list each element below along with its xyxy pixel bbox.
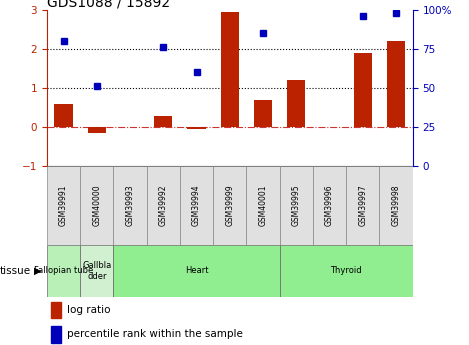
Text: GSM39996: GSM39996: [325, 185, 334, 226]
Bar: [180, 166, 213, 245]
Bar: [147, 166, 180, 245]
Bar: [80, 166, 113, 245]
Bar: [354, 53, 372, 127]
Text: GSM39993: GSM39993: [126, 185, 135, 226]
Text: percentile rank within the sample: percentile rank within the sample: [67, 329, 243, 339]
Text: GSM39991: GSM39991: [59, 185, 68, 226]
Text: Fallopian tube: Fallopian tube: [34, 266, 93, 275]
Bar: [80, 245, 113, 297]
Bar: [51, 302, 61, 318]
Text: GSM39994: GSM39994: [192, 185, 201, 226]
Text: GSM40000: GSM40000: [92, 185, 101, 226]
Bar: [280, 245, 413, 297]
Bar: [213, 166, 246, 245]
Text: GSM39997: GSM39997: [358, 185, 367, 226]
Text: GSM39995: GSM39995: [292, 185, 301, 226]
Bar: [154, 116, 173, 127]
Text: GSM39998: GSM39998: [392, 185, 401, 226]
Text: Gallbla
dder: Gallbla dder: [82, 261, 112, 280]
Text: GSM39999: GSM39999: [225, 185, 234, 226]
Bar: [220, 12, 239, 127]
Bar: [188, 127, 206, 129]
Bar: [113, 166, 147, 245]
Bar: [346, 166, 379, 245]
Bar: [379, 166, 413, 245]
Bar: [88, 127, 106, 132]
Text: GSM40001: GSM40001: [258, 185, 268, 226]
Bar: [254, 100, 272, 127]
Text: log ratio: log ratio: [67, 305, 110, 315]
Bar: [280, 166, 313, 245]
Text: GDS1088 / 15892: GDS1088 / 15892: [47, 0, 170, 9]
Bar: [246, 166, 280, 245]
Text: GSM39992: GSM39992: [159, 185, 168, 226]
Text: ▶: ▶: [34, 266, 41, 276]
Bar: [287, 80, 305, 127]
Bar: [54, 104, 73, 127]
Text: Heart: Heart: [185, 266, 208, 275]
Bar: [113, 245, 280, 297]
Bar: [47, 166, 80, 245]
Text: Thyroid: Thyroid: [330, 266, 362, 275]
Bar: [387, 41, 405, 127]
Text: tissue: tissue: [0, 266, 31, 276]
Bar: [313, 166, 346, 245]
Bar: [47, 245, 80, 297]
Bar: [51, 326, 61, 343]
